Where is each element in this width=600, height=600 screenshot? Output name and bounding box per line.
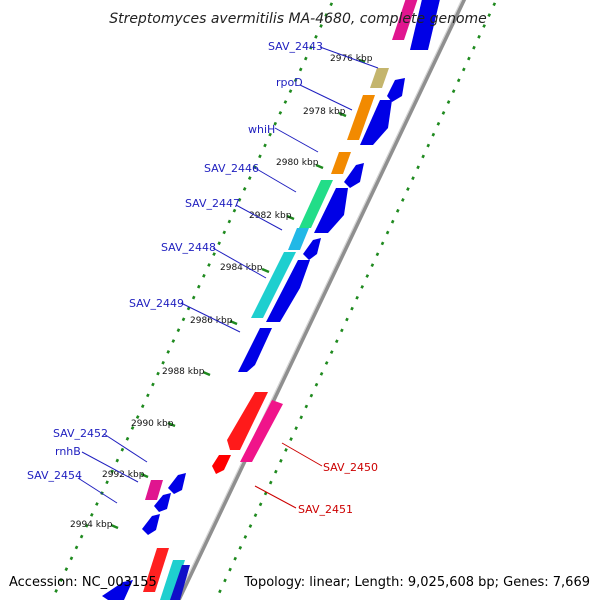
gene-block-SAV_2448[interactable] xyxy=(251,252,296,318)
leader-line xyxy=(103,433,148,463)
gene-arrow[interactable] xyxy=(142,514,160,535)
ruler-labels: 2976 kbp 2978 kbp 2980 kbp 2982 kbp 2984… xyxy=(70,54,373,530)
gene-arrow[interactable] xyxy=(303,238,321,260)
gene-block-whiH[interactable] xyxy=(331,152,351,174)
gene-label-SAV_2447[interactable]: SAV_2447 xyxy=(185,197,240,210)
right-dotted-guide xyxy=(214,0,498,600)
gene-block-top-magenta[interactable] xyxy=(392,0,419,40)
leader-line xyxy=(254,485,297,509)
gene-label-SAV_2446[interactable]: SAV_2446 xyxy=(204,162,259,175)
gene-arrow[interactable] xyxy=(266,260,310,322)
ruler-label: 2992 kbp xyxy=(102,470,145,480)
gene-block-rpoD[interactable] xyxy=(347,95,375,140)
ruler-tick xyxy=(315,163,324,170)
ruler-tick xyxy=(261,267,270,274)
leader-line xyxy=(254,167,297,193)
leader-line xyxy=(319,46,379,69)
gene-label-SAV_2443[interactable]: SAV_2443 xyxy=(268,40,323,53)
gene-arrow[interactable] xyxy=(410,0,441,50)
ruler-tick xyxy=(140,472,149,479)
ruler-tick xyxy=(229,319,238,326)
leader-line xyxy=(299,84,353,111)
ruler-tick xyxy=(358,58,366,64)
gene-block-SAV_2451[interactable] xyxy=(240,400,283,462)
gene-arrow[interactable] xyxy=(170,565,190,600)
genome-backbone xyxy=(175,0,467,600)
gene-arrow[interactable] xyxy=(154,493,171,512)
gene-arrow[interactable] xyxy=(314,188,348,233)
ruler-tick xyxy=(286,214,295,221)
leader-line xyxy=(81,451,139,483)
gene-arrow[interactable] xyxy=(238,328,272,372)
ruler-tick xyxy=(202,370,211,377)
ruler-tick xyxy=(110,523,119,530)
gene-arrow[interactable] xyxy=(344,163,364,188)
gene-arrow[interactable] xyxy=(360,100,392,145)
forward-strand-arrows xyxy=(102,0,441,600)
gene-arrow[interactable] xyxy=(102,580,133,600)
ruler-label: 2988 kbp xyxy=(162,367,205,377)
label-leader-lines xyxy=(77,46,379,509)
ruler-tick xyxy=(167,421,176,428)
gene-label-rnhB[interactable]: rnhB xyxy=(55,445,81,458)
gene-label-SAV_2454[interactable]: SAV_2454 xyxy=(27,469,82,482)
ruler-ticks xyxy=(110,58,366,530)
gene-labels: SAV_2443 rpoD whiH SAV_2446 SAV_2447 SAV… xyxy=(27,40,378,516)
gene-block-SAV_2450[interactable] xyxy=(227,392,268,450)
gene-arrow[interactable] xyxy=(168,473,186,494)
gene-label-rpoD[interactable]: rpoD xyxy=(276,76,303,89)
ruler-label: 2980 kbp xyxy=(276,158,319,168)
reverse-strand-genes xyxy=(212,392,283,474)
leader-line xyxy=(274,127,319,153)
gene-block-rnhB[interactable] xyxy=(145,480,163,500)
gene-block-bottom-teal[interactable] xyxy=(160,560,185,600)
gene-block-SAV_2447[interactable] xyxy=(288,228,309,250)
gene-label-SAV_2452[interactable]: SAV_2452 xyxy=(53,427,108,440)
ruler-label: 2976 kbp xyxy=(330,54,373,64)
gene-label-SAV_2449[interactable]: SAV_2449 xyxy=(129,297,184,310)
forward-strand-blocks xyxy=(143,0,419,600)
gene-label-whiH[interactable]: whiH xyxy=(248,123,275,136)
gene-label-SAV_2451[interactable]: SAV_2451 xyxy=(298,503,353,516)
gene-label-SAV_2450[interactable]: SAV_2450 xyxy=(323,461,378,474)
accession-label: Accession: NC_003155 xyxy=(9,575,157,590)
ruler-label: 2994 kbp xyxy=(70,520,113,530)
leader-line xyxy=(281,442,323,467)
genome-backbone-highlight xyxy=(175,0,463,600)
ruler-label: 2978 kbp xyxy=(303,107,346,117)
ruler-tick xyxy=(338,111,347,118)
gene-arrow[interactable] xyxy=(387,78,405,102)
gene-arrow-reverse[interactable] xyxy=(212,455,231,474)
map-title: Streptomyces avermitilis MA-4680, comple… xyxy=(109,11,487,27)
leader-line xyxy=(180,302,241,333)
leader-line xyxy=(212,247,267,279)
gene-block-SAV_2443[interactable] xyxy=(370,68,389,88)
ruler-label: 2990 kbp xyxy=(131,419,174,429)
ruler-label: 2984 kbp xyxy=(220,263,263,273)
ruler-label: 2986 kbp xyxy=(190,316,233,326)
leader-line xyxy=(235,204,283,231)
leader-line xyxy=(77,477,118,504)
gene-label-SAV_2448[interactable]: SAV_2448 xyxy=(161,241,216,254)
gene-block-SAV_2446[interactable] xyxy=(299,180,333,228)
left-dotted-guide xyxy=(50,0,335,600)
genome-summary: Topology: linear; Length: 9,025,608 bp; … xyxy=(243,575,590,590)
gene-block-bottom-red[interactable] xyxy=(143,548,169,592)
ruler-label: 2982 kbp xyxy=(249,211,292,221)
